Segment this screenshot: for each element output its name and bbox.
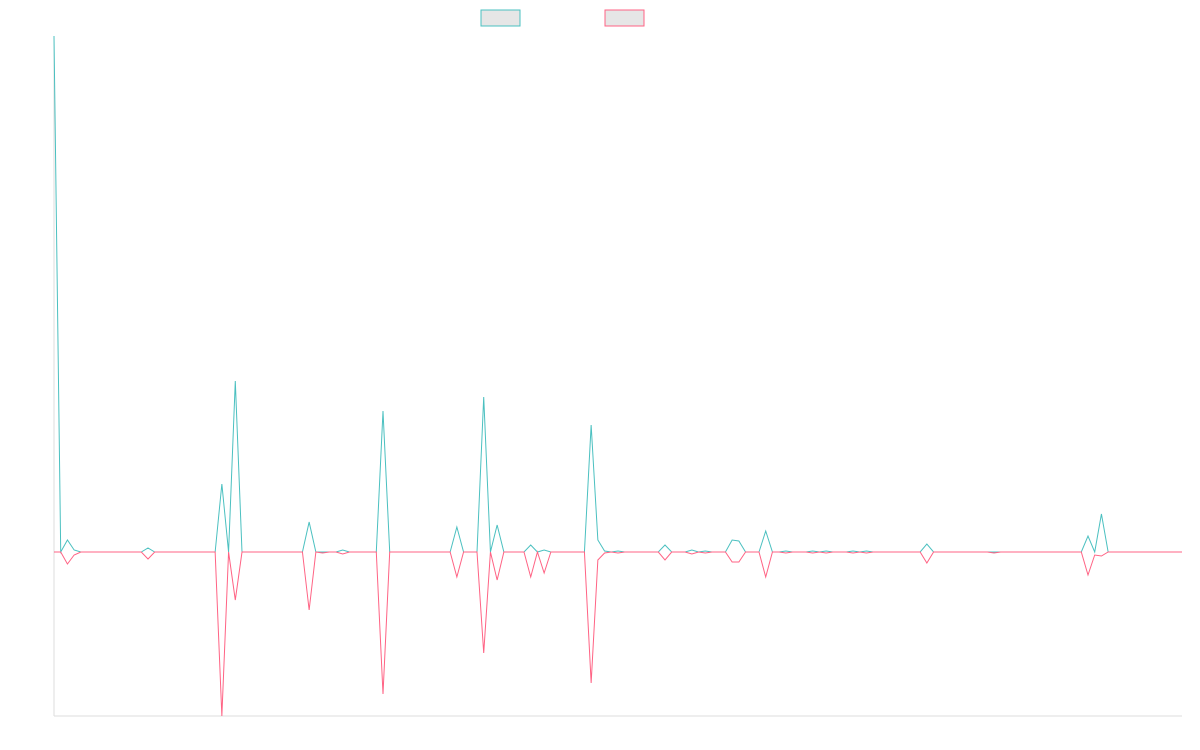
series-line <box>54 550 1182 717</box>
legend-swatch <box>480 9 521 27</box>
legend-swatch <box>604 9 645 27</box>
series-line <box>53 35 1182 554</box>
